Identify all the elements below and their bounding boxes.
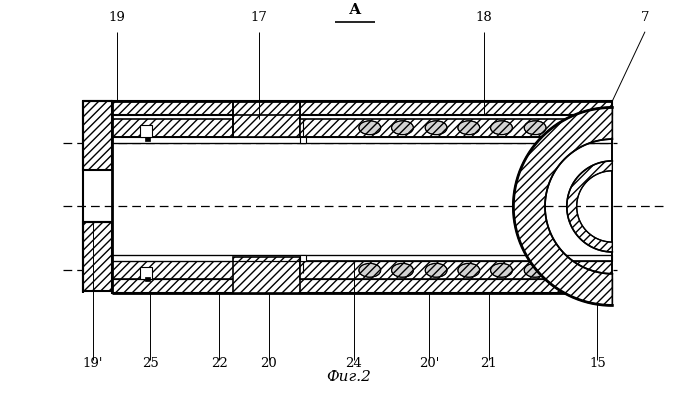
Bar [140,125,152,137]
Text: 25: 25 [142,357,159,370]
Bar [233,258,301,293]
Ellipse shape [557,121,579,135]
Text: 24: 24 [345,357,362,370]
Ellipse shape [391,121,413,135]
Bar [113,137,612,142]
Bar [113,256,612,261]
Text: 15: 15 [589,357,606,370]
Polygon shape [513,107,612,305]
Text: 22: 22 [211,357,228,370]
Text: 18: 18 [475,11,492,24]
Text: 21: 21 [480,357,497,370]
Bar [82,222,113,291]
Text: 7: 7 [641,11,649,24]
Bar [301,119,612,137]
Bar [301,256,306,261]
Text: 17: 17 [250,11,267,24]
Bar [82,101,113,170]
Ellipse shape [491,121,512,135]
Polygon shape [567,161,612,252]
Ellipse shape [425,121,447,135]
Bar [113,261,296,279]
Bar [233,101,301,137]
Ellipse shape [458,263,480,277]
Ellipse shape [391,263,413,277]
Ellipse shape [524,263,546,277]
Bar [140,267,152,279]
Bar [301,137,306,142]
Bar [113,101,612,115]
Ellipse shape [359,121,381,135]
Text: Фиг.2: Фиг.2 [326,370,371,384]
Bar [113,279,612,293]
Ellipse shape [491,263,512,277]
Bar [145,277,150,281]
Text: 20': 20' [419,357,440,370]
Bar [145,137,150,140]
Text: 19': 19' [82,357,103,370]
Bar [113,119,296,137]
Text: 19: 19 [109,11,126,24]
Ellipse shape [359,263,381,277]
Bar [301,261,612,279]
Text: 20: 20 [261,357,278,370]
Ellipse shape [557,263,579,277]
Text: А: А [349,3,361,17]
Ellipse shape [425,263,447,277]
Ellipse shape [524,121,546,135]
Ellipse shape [458,121,480,135]
